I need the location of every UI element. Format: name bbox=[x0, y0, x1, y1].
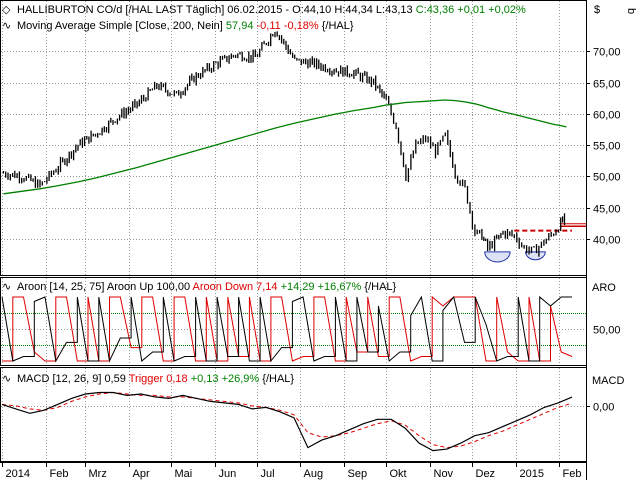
aroon-header-down: Aroon Down 7,14 bbox=[193, 281, 278, 293]
macd-header-change: +0,13 +26,9% bbox=[191, 373, 260, 385]
price-header: ◇ HALLIBURTON CO/d [/HAL LAST Täglich] 0… bbox=[2, 4, 526, 16]
price-header-close: C:43,36 +0,01 +0,02% bbox=[416, 4, 526, 16]
price-ytick-label: 45,00 bbox=[593, 204, 621, 216]
aroon-header-suffix: {/HAL} bbox=[364, 281, 396, 293]
bottom-pattern-arc bbox=[484, 251, 511, 263]
x-tick-label: Jul bbox=[261, 468, 275, 480]
macd-header-label: MACD [12, 26, 9] bbox=[17, 373, 101, 385]
bottom-pattern-arc bbox=[525, 251, 546, 261]
gridlines bbox=[1, 1, 586, 461]
x-tick-label: Dez bbox=[476, 468, 496, 480]
x-tick-label: 2014 bbox=[6, 468, 30, 480]
aroon-header-up: Aroon Up 100,00 bbox=[107, 281, 190, 293]
price-header-title: HALLIBURTON CO/d [/HAL LAST Täglich] 06.… bbox=[17, 4, 289, 16]
macd-ytick-label: 0,00 bbox=[593, 402, 614, 414]
price-ytick-label: 65,00 bbox=[593, 79, 621, 91]
price-ytick-label: 50,00 bbox=[593, 172, 621, 184]
aroon-header-icon: ∿ bbox=[2, 281, 11, 293]
svg-text:MACD [12, 26, 9] 0,59: MACD [12, 26, 9] 0,59 Trigger 0,18 +0,13… bbox=[17, 373, 294, 385]
price-ytick-label: 70,00 bbox=[593, 47, 621, 59]
x-tick-label: Mrz bbox=[89, 468, 107, 480]
macd-trigger-line bbox=[1, 391, 573, 449]
svg-text:Moving Average Simple [Close,: Moving Average Simple [Close, 200, Nein]… bbox=[17, 20, 354, 32]
aroon-down-line bbox=[2, 295, 573, 362]
macd-header-icon: ∿ bbox=[2, 373, 11, 385]
price-ytick-label: 55,00 bbox=[593, 141, 621, 153]
aroon-header-label: Aroon [14, 25, 75] bbox=[17, 281, 104, 293]
macd-side-label: MACD bbox=[592, 375, 624, 387]
x-tick-label: Feb bbox=[563, 468, 582, 480]
sma-header: ∿ Moving Average Simple [Close, 200, Nei… bbox=[2, 20, 354, 32]
price-bars bbox=[2, 31, 566, 257]
price-header-ohlc: O:44,10 H:44,34 L:43,13 bbox=[292, 4, 412, 16]
aroon-up-line bbox=[1, 295, 572, 363]
aroon-header-osc: +14,29 +16,67% bbox=[281, 281, 362, 293]
price-header-icon: ◇ bbox=[2, 4, 11, 16]
aroon-side-label: ARO bbox=[592, 282, 616, 294]
price-ytick-label: 60,00 bbox=[593, 110, 621, 122]
x-tick-label: 2015 bbox=[520, 468, 544, 480]
corner-label: b bbox=[625, 8, 637, 14]
sma-header-suffix: {/HAL} bbox=[322, 20, 354, 32]
sma-200-line bbox=[3, 99, 567, 195]
pattern-arcs bbox=[484, 251, 546, 263]
x-tick-labels: 2014 Feb Mrz Apr Mai Jun Jul Aug Sep Okt Nov Dez 201… bbox=[2, 462, 582, 480]
macd-header: ∿ MACD [12, 26, 9] 0,59 Trigger 0,18 +0,… bbox=[2, 373, 294, 385]
x-tick-label: Sep bbox=[348, 468, 368, 480]
macd-header-value: 0,59 bbox=[104, 373, 125, 385]
macd-line bbox=[1, 391, 573, 452]
x-tick-label: Apr bbox=[133, 468, 150, 480]
sma-header-value: 57,94 bbox=[226, 20, 254, 32]
series-lines bbox=[1, 99, 573, 452]
macd-header-suffix: {/HAL} bbox=[262, 373, 294, 385]
svg-text:HALLIBURTON CO/d [/HAL LAST Tä: HALLIBURTON CO/d [/HAL LAST Täglich] 06.… bbox=[17, 4, 526, 16]
x-tick-label: Nov bbox=[434, 468, 454, 480]
macd-header-trigger: Trigger 0,18 bbox=[129, 373, 188, 385]
x-tick-label: Aug bbox=[304, 468, 324, 480]
price-ytick-label: 40,00 bbox=[593, 235, 621, 247]
x-tick-label: Okt bbox=[390, 468, 407, 480]
x-tick-label: Jun bbox=[219, 468, 237, 480]
support-lines bbox=[514, 223, 586, 232]
sma-header-icon: ∿ bbox=[2, 20, 11, 32]
svg-text:Aroon [14, 25, 75] Aroo: Aroon [14, 25, 75] Aroon Up 100,00 Aroon… bbox=[17, 281, 397, 293]
currency-label: $ bbox=[594, 4, 600, 16]
sma-header-label: Moving Average Simple [Close, 200, Nein] bbox=[17, 20, 223, 32]
aroon-ytick-label: 50,00 bbox=[593, 325, 621, 337]
sma-header-change: -0,11 -0,18% bbox=[257, 20, 319, 32]
x-tick-label: Feb bbox=[50, 468, 69, 480]
y-tick-labels: 40,00 45,00 50,00 55,00 60,00 65,00 70,00 50,00… bbox=[586, 47, 621, 414]
aroon-header: ∿ Aroon [14, 25, 75] Aroon Up 100,00 Aro… bbox=[2, 281, 397, 293]
x-tick-label: Mai bbox=[175, 468, 193, 480]
